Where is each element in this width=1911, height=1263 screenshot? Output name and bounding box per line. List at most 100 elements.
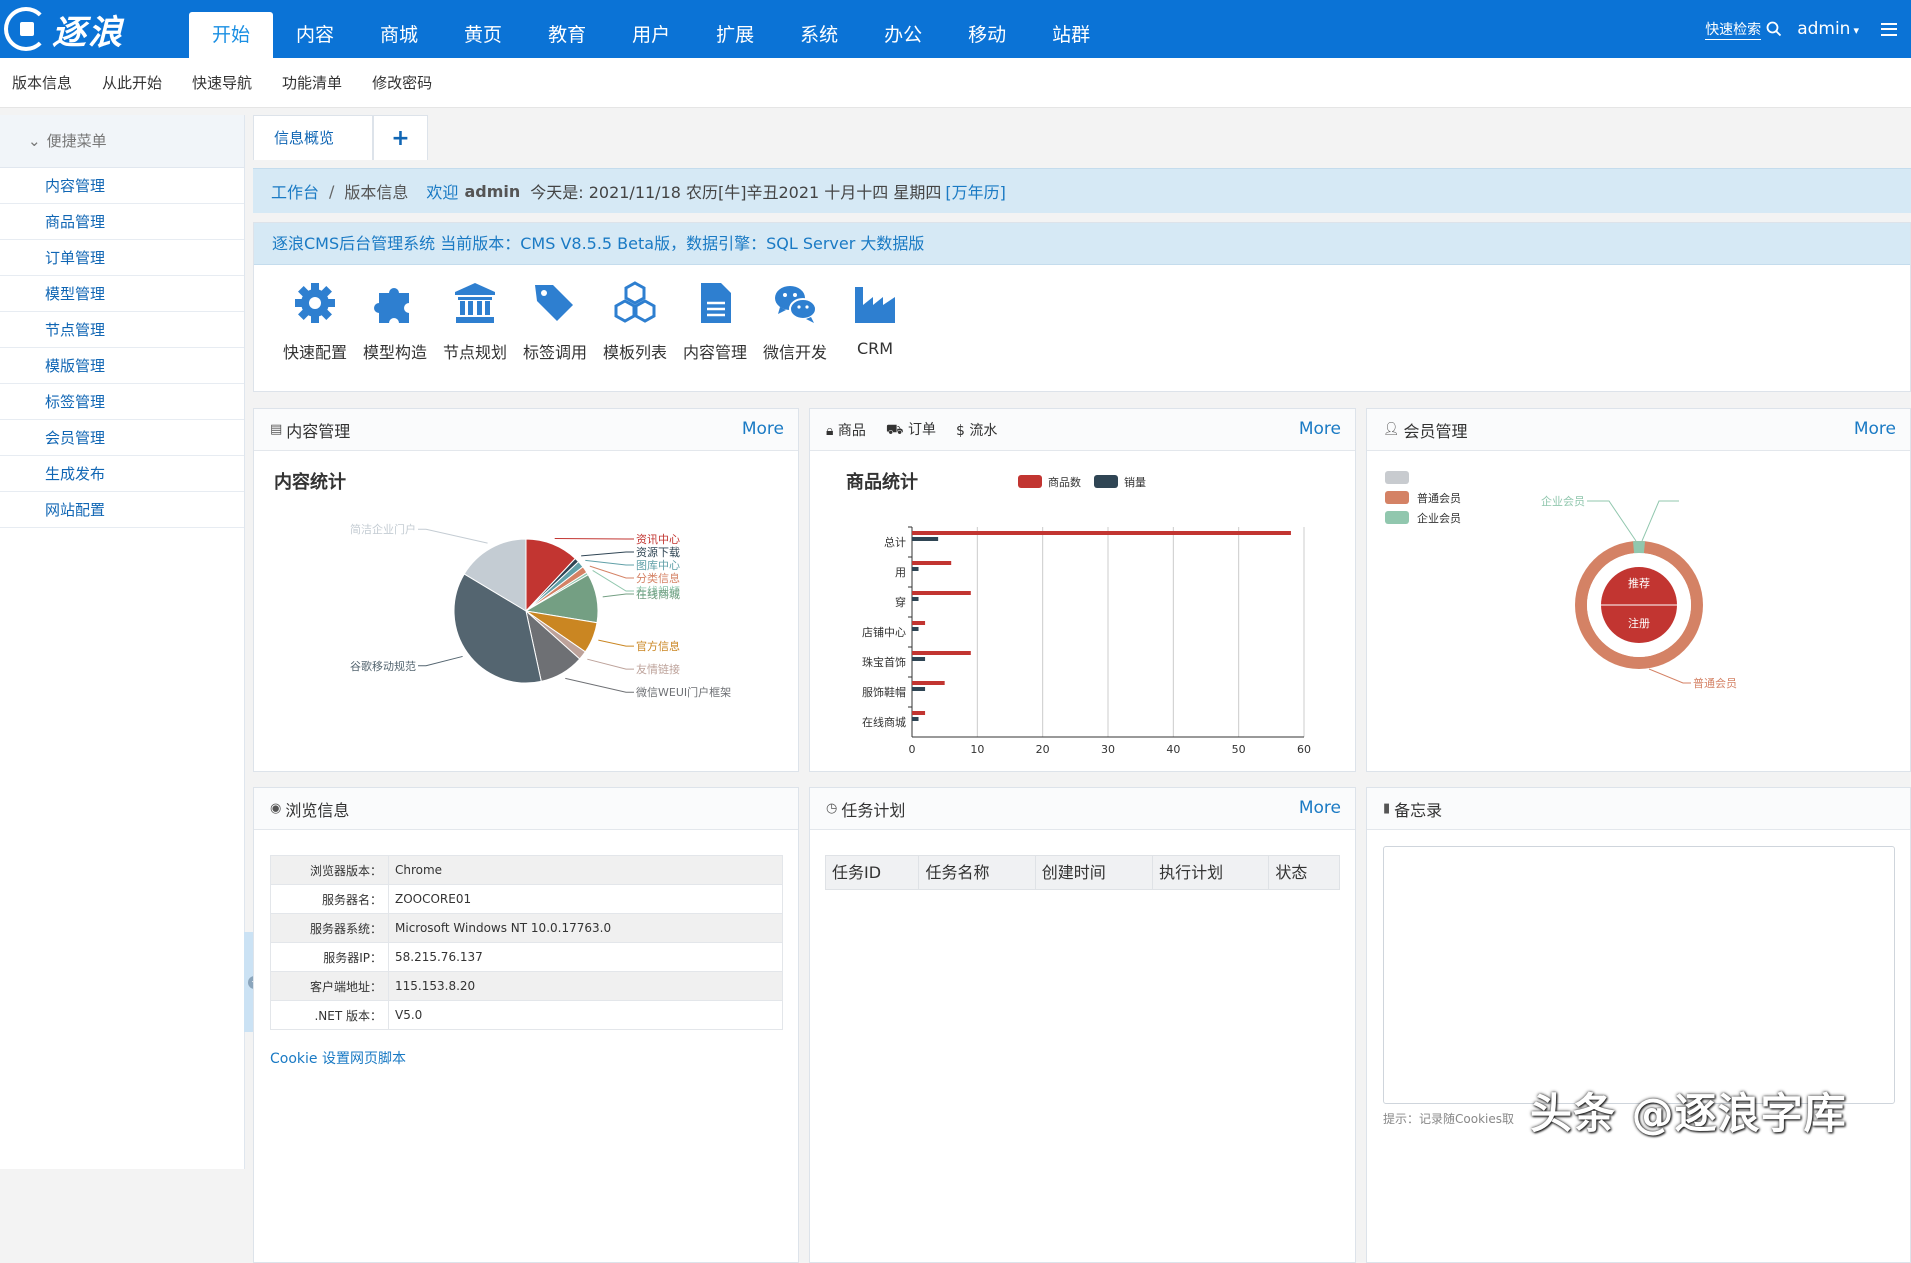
- x-tick-label: 30: [1101, 743, 1115, 756]
- top-nav-system[interactable]: 系统: [800, 24, 839, 46]
- sidebar-item-content[interactable]: 内容管理: [0, 168, 244, 204]
- tab-orders-label: 订单: [907, 422, 936, 438]
- menu-icon[interactable]: [1881, 22, 1897, 36]
- sidebar-item-products[interactable]: 商品管理: [0, 204, 244, 240]
- more-link[interactable]: More: [1853, 419, 1896, 439]
- top-nav-start[interactable]: 开始: [189, 12, 274, 58]
- top-nav-user[interactable]: 用户: [632, 24, 671, 46]
- calendar-link[interactable]: [万年历]: [945, 183, 1006, 202]
- more-link[interactable]: More: [1298, 798, 1341, 818]
- sidebar-item-site-config[interactable]: 网站配置: [0, 492, 244, 528]
- bar: [912, 717, 919, 721]
- sidebar-item-models[interactable]: 模型管理: [0, 276, 244, 312]
- legend-swatch: [1385, 491, 1409, 504]
- top-nav-shop[interactable]: 商城: [380, 24, 419, 46]
- breadcrumb-current: 版本信息: [344, 183, 409, 202]
- panel-header: ▮ 备忘录: [1367, 788, 1910, 830]
- sidebar-title[interactable]: ⌄ 便捷菜单: [0, 115, 244, 168]
- pie-leader: [565, 677, 634, 693]
- legend-swatch: [1094, 475, 1118, 488]
- quick-wechat-link[interactable]: 微信开发: [755, 279, 835, 363]
- bar: [912, 621, 926, 625]
- sub-nav-get-started[interactable]: 从此开始: [102, 74, 163, 92]
- quick-tag-link[interactable]: 标签调用: [515, 279, 595, 363]
- sub-nav-quick-nav[interactable]: 快速导航: [192, 74, 253, 92]
- sidebar-item-publish[interactable]: 生成发布: [0, 456, 244, 492]
- panel-header: 👤︎ 会员管理 More: [1367, 409, 1910, 451]
- sidebar-item-labels[interactable]: 标签管理: [0, 384, 244, 420]
- quick-content-link[interactable]: 内容管理: [675, 279, 755, 363]
- y-tick-label: 用: [895, 566, 906, 579]
- tags-icon: [535, 285, 573, 321]
- sub-nav-feature-list[interactable]: 功能清单: [282, 74, 343, 92]
- x-tick-label: 20: [1036, 743, 1050, 756]
- tab-overview[interactable]: 信息概览: [253, 115, 373, 160]
- top-bar: 逐浪 开始 内容 商城 黄页 教育 用户 扩展 系统 办公 移动 站群 快速检索…: [0, 0, 1911, 58]
- column-header[interactable]: 创建时间: [1036, 855, 1154, 890]
- info-key: 服务器IP：: [270, 942, 389, 972]
- quick-config-link[interactable]: 快速配置: [275, 279, 355, 363]
- panel-title: 任务计划: [841, 800, 906, 820]
- y-tick-label: 在线商城: [862, 715, 906, 729]
- welcome-user: admin: [464, 181, 521, 201]
- add-tab-button[interactable]: +: [373, 115, 428, 160]
- panel-title: 浏览信息: [285, 800, 350, 820]
- top-nav-content[interactable]: 内容: [296, 24, 335, 46]
- user-menu[interactable]: admin ▾: [1797, 19, 1859, 39]
- table-row: .NET 版本： V5.0: [270, 1000, 783, 1030]
- y-tick-label: 店铺中心: [862, 625, 906, 639]
- search-icon[interactable]: [1765, 20, 1783, 38]
- top-nav-sites[interactable]: 站群: [1052, 24, 1091, 46]
- pie-slice: [453, 573, 542, 684]
- label-leader: [1587, 500, 1637, 542]
- quick-wechat-label: 微信开发: [762, 343, 827, 362]
- top-nav-mobile[interactable]: 移动: [968, 24, 1007, 46]
- sidebar-item-members[interactable]: 会员管理: [0, 420, 244, 456]
- pie-label: 在线商城: [636, 587, 680, 601]
- quick-crm-link[interactable]: CRM: [835, 279, 915, 363]
- top-nav-yellowpages[interactable]: 黄页: [464, 24, 503, 46]
- column-header[interactable]: 执行计划: [1153, 855, 1270, 890]
- column-header[interactable]: 任务名称: [919, 855, 1036, 890]
- quick-model-link[interactable]: 模型构造: [355, 279, 435, 363]
- tab-products[interactable]: 🔒︎ 商品: [826, 420, 866, 440]
- bar: [912, 687, 926, 691]
- tab-orders[interactable]: ⛟ 订单: [886, 419, 936, 440]
- sidebar-item-templates[interactable]: 模版管理: [0, 348, 244, 384]
- file-icon: ▤: [270, 422, 283, 437]
- quick-template-link[interactable]: 模板列表: [595, 279, 675, 363]
- quick-search-link[interactable]: 快速检索: [1705, 19, 1762, 40]
- caret-down-icon: ▾: [1853, 24, 1859, 37]
- outer-label: 普通会员: [1693, 676, 1737, 690]
- column-header[interactable]: 状态: [1275, 863, 1308, 882]
- sidebar-item-nodes[interactable]: 节点管理: [0, 312, 244, 348]
- sub-nav-version-info[interactable]: 版本信息: [12, 74, 73, 92]
- pie-leader: [418, 655, 463, 667]
- more-link[interactable]: More: [1298, 419, 1341, 439]
- info-value: 58.215.76.137: [388, 942, 783, 972]
- pie-leader: [587, 658, 634, 670]
- pie-leader: [554, 537, 634, 540]
- book-icon: ▮: [1383, 801, 1391, 816]
- cookie-settings-link[interactable]: Cookie 设置网页脚本: [270, 1051, 406, 1067]
- sidebar-item-orders[interactable]: 订单管理: [0, 240, 244, 276]
- breadcrumb-home[interactable]: 工作台: [271, 183, 320, 202]
- watermark: 头条 @逐浪字库: [1530, 1089, 1847, 1138]
- memo-textarea[interactable]: [1383, 846, 1895, 1104]
- y-tick-label: 服饰鞋帽: [862, 685, 906, 699]
- top-nav-extend[interactable]: 扩展: [716, 24, 755, 46]
- pie-label: 资源下载: [636, 545, 680, 559]
- dollar-icon: $: [955, 422, 965, 439]
- column-header[interactable]: 任务ID: [826, 855, 920, 890]
- top-nav-education[interactable]: 教育: [548, 24, 587, 46]
- bar: [912, 657, 926, 661]
- logo[interactable]: 逐浪: [4, 6, 154, 53]
- pie-leader: [581, 551, 634, 557]
- sub-nav-change-password[interactable]: 修改密码: [372, 74, 433, 92]
- panel-header: ◷ 任务计划 More: [810, 788, 1355, 830]
- quick-node-link[interactable]: 节点规划: [435, 279, 515, 363]
- memo-tip: 提示：记录随Cookies取: [1383, 1112, 1514, 1126]
- more-link[interactable]: More: [741, 419, 784, 439]
- top-nav-office[interactable]: 办公: [884, 24, 923, 46]
- tab-transactions[interactable]: $ 流水: [956, 420, 997, 440]
